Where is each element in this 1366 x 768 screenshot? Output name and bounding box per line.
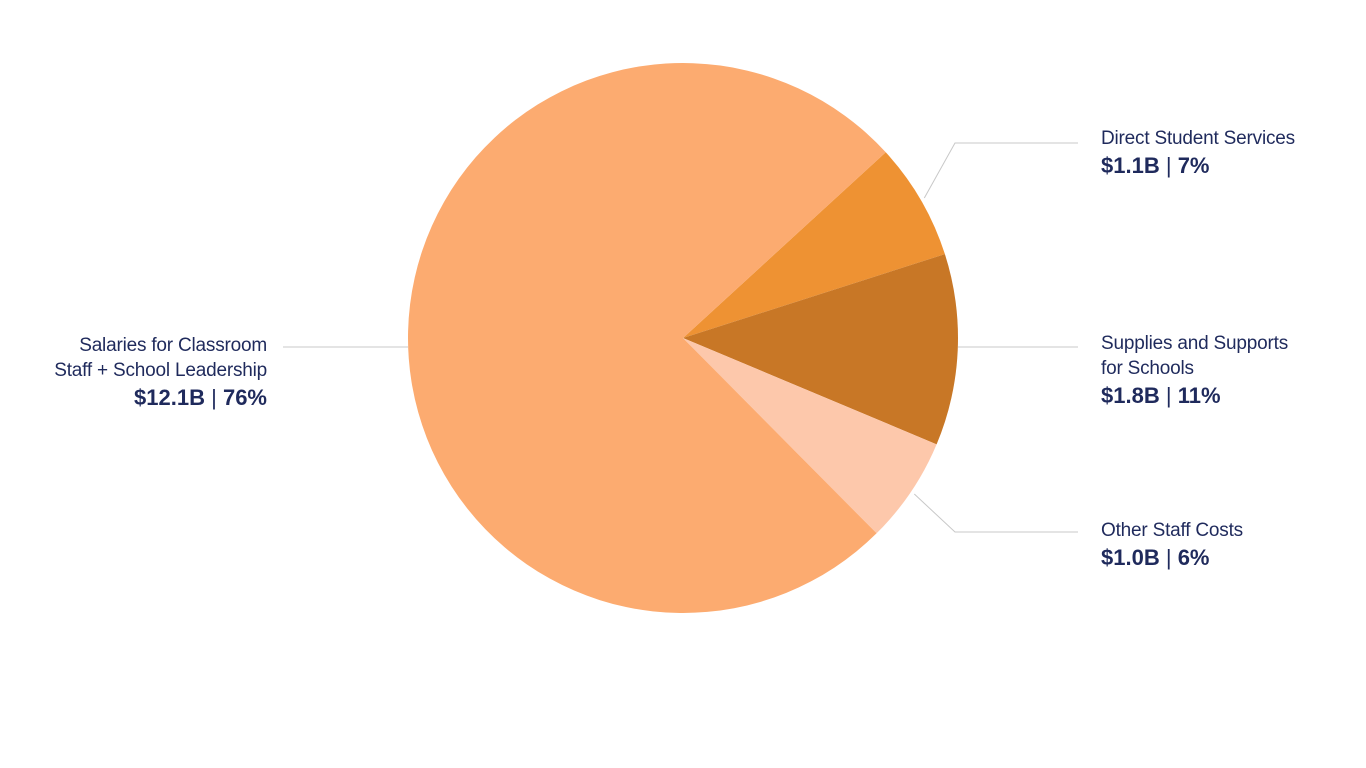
slice-percent: 11% <box>1177 383 1221 408</box>
slice-value: $1.0B | 6% <box>1101 544 1243 572</box>
label-other-staff-costs: Other Staff Costs $1.0B | 6% <box>1101 518 1243 572</box>
pie-slice-other <box>683 338 937 534</box>
slice-name-line: for Schools <box>1101 358 1194 379</box>
separator: | <box>211 385 217 410</box>
pie-slice-supplies <box>683 254 959 445</box>
slice-value: $12.1B | 76% <box>54 384 267 412</box>
pie-slices <box>408 62 959 614</box>
slice-amount: $1.0B <box>1101 545 1160 570</box>
slice-name-line: Salaries for Classroom <box>79 335 267 356</box>
slice-value: $1.1B | 7% <box>1101 152 1295 180</box>
pie-slice-direct <box>683 152 945 338</box>
slice-name: Salaries for Classroom Staff + School Le… <box>54 333 267 383</box>
slice-name-line: Supplies and Supports <box>1101 333 1288 354</box>
slice-percent: 6% <box>1177 545 1210 570</box>
slice-name: Supplies and Supports for Schools <box>1101 331 1288 381</box>
separator: | <box>1165 153 1172 178</box>
slice-name: Other Staff Costs <box>1101 518 1243 543</box>
leader-line-direct <box>923 142 1078 199</box>
label-direct-student-services: Direct Student Services $1.1B | 7% <box>1101 126 1295 180</box>
slice-amount: $1.1B <box>1101 153 1160 178</box>
slice-value: $1.8B | 11% <box>1101 382 1288 410</box>
slice-name-line: Staff + School Leadership <box>54 360 267 381</box>
slice-name-line: Other Staff Costs <box>1101 520 1243 541</box>
slice-percent: 7% <box>1177 153 1210 178</box>
slice-name: Direct Student Services <box>1101 126 1295 151</box>
label-salaries: Salaries for Classroom Staff + School Le… <box>54 333 267 412</box>
leader-line-other <box>913 493 1078 533</box>
label-supplies-and-supports: Supplies and Supports for Schools $1.8B … <box>1101 331 1288 410</box>
pie-slice-salaries <box>408 62 886 614</box>
separator: | <box>1165 383 1172 408</box>
slice-amount: $1.8B <box>1101 383 1160 408</box>
slice-amount: $12.1B <box>134 385 205 410</box>
separator: | <box>1165 545 1172 570</box>
slice-name-line: Direct Student Services <box>1101 128 1295 149</box>
slice-percent: 76% <box>222 385 267 410</box>
leader-lines <box>283 142 1078 533</box>
